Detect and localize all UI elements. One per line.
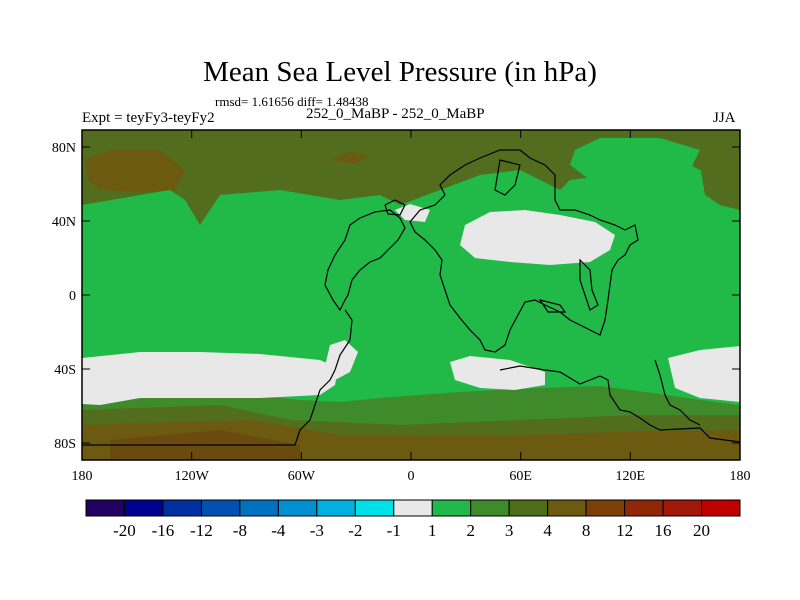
colorbar-swatch bbox=[624, 499, 664, 517]
colorbar-label: 20 bbox=[693, 521, 710, 540]
colorbar-label: -16 bbox=[152, 521, 175, 540]
colorbar-swatch bbox=[547, 499, 587, 517]
colorbar-label: 3 bbox=[505, 521, 514, 540]
colorbar-label: -20 bbox=[113, 521, 136, 540]
colorbar-swatch bbox=[239, 499, 279, 517]
colorbar-label: -8 bbox=[233, 521, 247, 540]
colorbar-swatch bbox=[585, 499, 626, 517]
colorbar-swatch bbox=[431, 499, 472, 517]
lat-tick-label: 80S bbox=[54, 437, 76, 452]
colorbar-swatch bbox=[200, 499, 241, 517]
plot-title: Mean Sea Level Pressure (in hPa) bbox=[203, 56, 597, 88]
period-label: 252_0_MaBP - 252_0_MaBP bbox=[306, 106, 485, 122]
colorbar-label: 8 bbox=[582, 521, 591, 540]
lat-tick-label: 80N bbox=[52, 141, 76, 156]
colorbar-swatch bbox=[354, 499, 395, 517]
lon-tick-label: 60E bbox=[509, 469, 532, 484]
lat-tick-label: 40N bbox=[52, 215, 76, 230]
map-panel bbox=[81, 129, 741, 461]
colorbar-label: 16 bbox=[655, 521, 672, 540]
colorbar-swatch bbox=[662, 499, 703, 517]
lat-axis: 80N 40N 0 40S 80S bbox=[52, 141, 740, 452]
colorbar-label: -1 bbox=[387, 521, 401, 540]
colorbar-swatch bbox=[85, 499, 125, 517]
colorbar-swatch bbox=[701, 499, 741, 517]
pressure-fill-high-north bbox=[82, 130, 740, 225]
pressure-fill-neutral bbox=[82, 204, 740, 405]
colorbar-swatch bbox=[393, 499, 433, 517]
colorbar-swatch bbox=[123, 499, 164, 517]
colorbar-swatch bbox=[277, 499, 318, 517]
colorbar-label: 2 bbox=[466, 521, 475, 540]
lat-tick-label: 0 bbox=[69, 289, 76, 304]
continent-outlines bbox=[82, 149, 741, 446]
colorbar-label: 12 bbox=[616, 521, 633, 540]
colorbar-swatch bbox=[316, 499, 356, 517]
colorbar-label: 1 bbox=[428, 521, 437, 540]
colorbar-swatch bbox=[470, 499, 510, 517]
season-label: JJA bbox=[713, 110, 736, 126]
lon-axis: 180 120W 60W 0 60E 120E 180 bbox=[72, 130, 751, 484]
lon-tick-label: 120E bbox=[616, 469, 646, 484]
lon-tick-label: 60W bbox=[288, 469, 316, 484]
colorbar-label: -4 bbox=[271, 521, 286, 540]
colorbar-label: -2 bbox=[348, 521, 362, 540]
colorbar-label: -3 bbox=[310, 521, 324, 540]
lon-tick-label: 180 bbox=[72, 469, 93, 484]
colorbar-label: -12 bbox=[190, 521, 213, 540]
colorbar: -20 -16 -12 -8 -4 -3 -2 -1 1 2 3 4 8 12 16 20 bbox=[85, 499, 741, 540]
colorbar-swatch bbox=[508, 499, 549, 517]
lon-tick-label: 120W bbox=[175, 469, 210, 484]
colorbar-swatch bbox=[162, 499, 202, 517]
experiment-label: Expt = teyFy3-teyFy2 bbox=[82, 110, 215, 126]
colorbar-label: 4 bbox=[543, 521, 552, 540]
lat-tick-label: 40S bbox=[54, 363, 76, 378]
pressure-fill-high-south bbox=[82, 386, 740, 460]
stats-label: rmsd= 1.61656 diff= 1.48438 bbox=[215, 94, 369, 109]
lon-tick-label: 180 bbox=[730, 469, 751, 484]
lon-tick-label: 0 bbox=[408, 469, 415, 484]
